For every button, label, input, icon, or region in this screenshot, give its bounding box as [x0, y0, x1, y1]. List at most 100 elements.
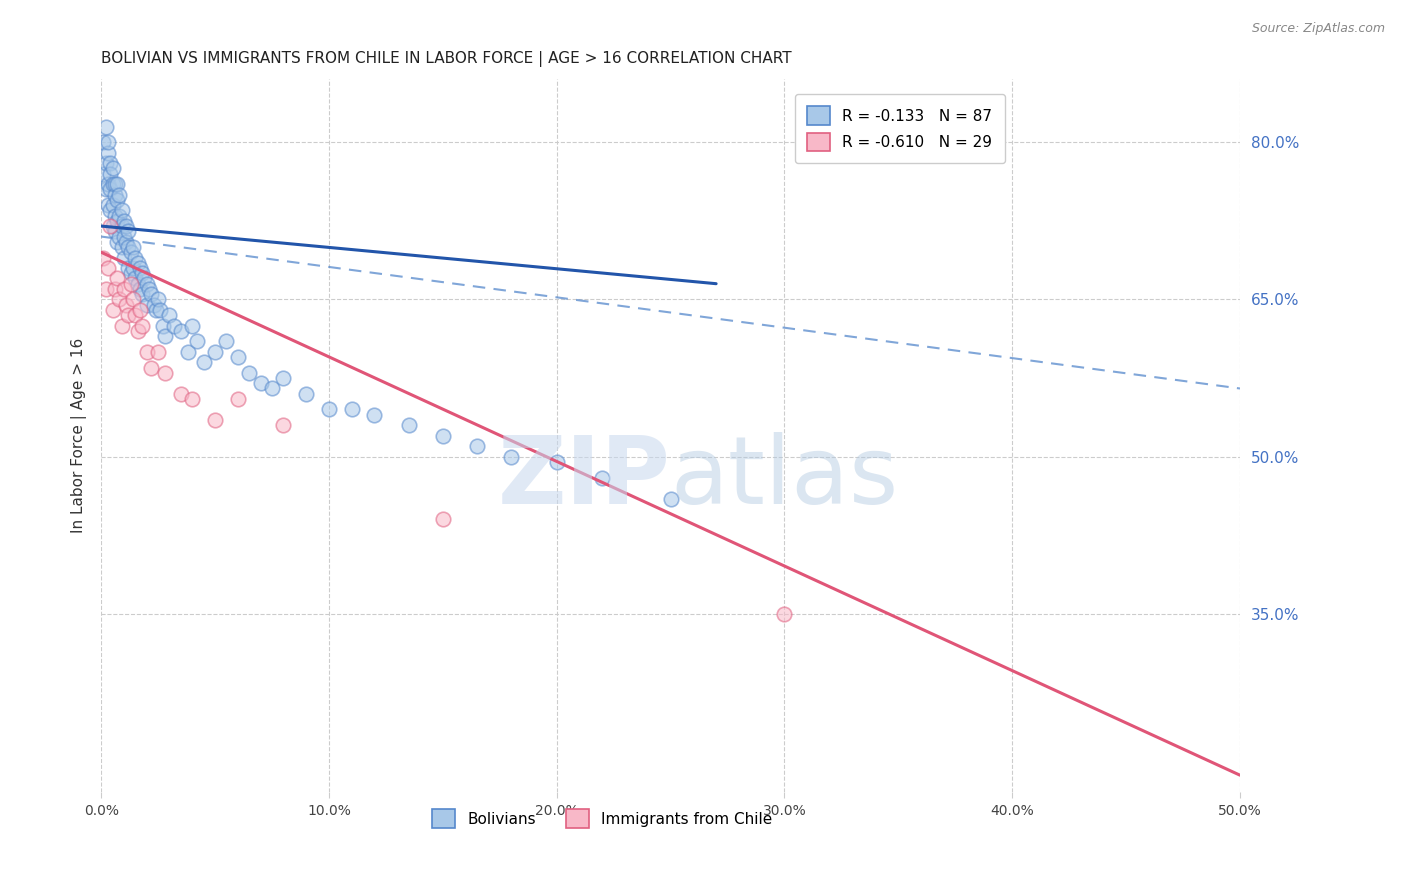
- Point: [105, 214, 128, 228]
- Point: [181, 392, 204, 406]
- Point: [112, 229, 135, 244]
- Point: [97, 177, 120, 191]
- Point: [112, 251, 135, 265]
- Point: [260, 382, 283, 396]
- Point: [131, 287, 153, 301]
- Point: [108, 187, 131, 202]
- Point: [120, 266, 142, 280]
- Point: [181, 318, 204, 333]
- Point: [465, 439, 488, 453]
- Point: [176, 344, 198, 359]
- Point: [124, 251, 146, 265]
- Point: [111, 240, 134, 254]
- Point: [117, 224, 139, 238]
- Point: [128, 260, 150, 275]
- Point: [238, 366, 260, 380]
- Point: [122, 293, 145, 307]
- Point: [104, 224, 127, 238]
- Point: [141, 360, 163, 375]
- Text: BOLIVIAN VS IMMIGRANTS FROM CHILE IN LABOR FORCE | AGE > 16 CORRELATION CHART: BOLIVIAN VS IMMIGRANTS FROM CHILE IN LAB…: [101, 51, 792, 67]
- Point: [115, 219, 138, 233]
- Point: [193, 355, 215, 369]
- Point: [591, 470, 613, 484]
- Point: [101, 302, 124, 317]
- Point: [204, 413, 226, 427]
- Point: [124, 271, 146, 285]
- Point: [149, 302, 172, 317]
- Point: [141, 287, 163, 301]
- Point: [94, 282, 117, 296]
- Point: [204, 344, 226, 359]
- Point: [659, 491, 682, 506]
- Point: [93, 251, 115, 265]
- Point: [159, 308, 181, 322]
- Point: [108, 209, 131, 223]
- Point: [773, 607, 796, 621]
- Point: [295, 386, 318, 401]
- Y-axis label: In Labor Force | Age > 16: In Labor Force | Age > 16: [72, 338, 87, 533]
- Point: [226, 392, 249, 406]
- Point: [186, 334, 208, 349]
- Point: [127, 277, 149, 291]
- Point: [432, 512, 454, 526]
- Point: [249, 376, 271, 391]
- Point: [101, 161, 124, 176]
- Point: [117, 260, 139, 275]
- Point: [111, 203, 134, 218]
- Point: [128, 282, 150, 296]
- Point: [101, 219, 124, 233]
- Point: [94, 182, 117, 196]
- Point: [111, 219, 134, 233]
- Point: [101, 177, 124, 191]
- Point: [97, 260, 120, 275]
- Point: [111, 318, 134, 333]
- Point: [135, 298, 157, 312]
- Point: [135, 344, 157, 359]
- Point: [153, 329, 176, 343]
- Point: [127, 324, 149, 338]
- Point: [105, 271, 128, 285]
- Point: [115, 235, 138, 249]
- Point: [163, 318, 186, 333]
- Point: [128, 302, 150, 317]
- Point: [273, 418, 295, 433]
- Point: [93, 135, 115, 149]
- Point: [98, 219, 121, 233]
- Point: [134, 271, 156, 285]
- Point: [122, 240, 145, 254]
- Text: ZIP: ZIP: [498, 433, 671, 524]
- Point: [98, 203, 121, 218]
- Point: [94, 120, 117, 134]
- Point: [105, 177, 128, 191]
- Point: [104, 177, 127, 191]
- Point: [226, 350, 249, 364]
- Point: [93, 167, 115, 181]
- Point: [97, 198, 120, 212]
- Point: [363, 408, 385, 422]
- Text: atlas: atlas: [671, 433, 898, 524]
- Point: [101, 198, 124, 212]
- Point: [97, 145, 120, 160]
- Point: [131, 318, 153, 333]
- Point: [124, 308, 146, 322]
- Point: [340, 402, 363, 417]
- Point: [432, 428, 454, 442]
- Point: [135, 277, 157, 291]
- Point: [215, 334, 238, 349]
- Point: [318, 402, 340, 417]
- Point: [146, 344, 169, 359]
- Point: [108, 293, 131, 307]
- Point: [112, 214, 135, 228]
- Point: [94, 156, 117, 170]
- Point: [104, 187, 127, 202]
- Point: [120, 245, 142, 260]
- Point: [108, 229, 131, 244]
- Point: [170, 386, 193, 401]
- Point: [153, 366, 176, 380]
- Point: [115, 298, 138, 312]
- Point: [398, 418, 420, 433]
- Point: [98, 156, 121, 170]
- Point: [170, 324, 193, 338]
- Point: [117, 240, 139, 254]
- Point: [501, 450, 523, 464]
